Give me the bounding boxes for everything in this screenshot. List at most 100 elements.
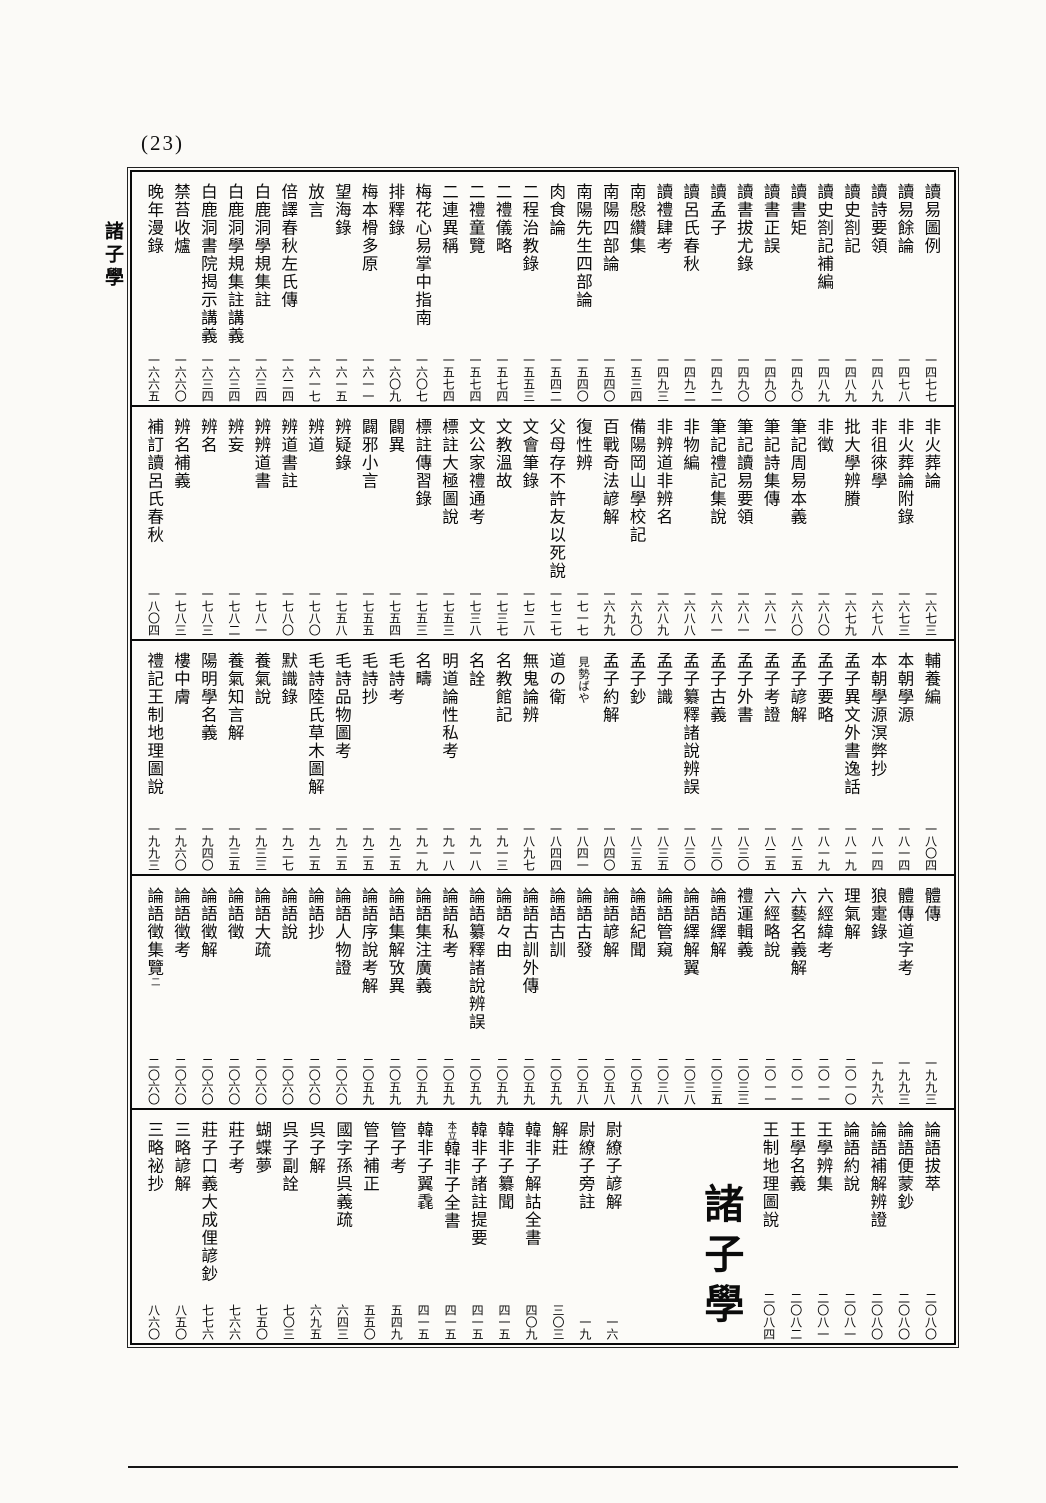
entry-title: 肉食論 xyxy=(546,183,566,237)
entry-title: 文教溫故 xyxy=(493,417,513,490)
entry-number: 一四九〇 xyxy=(762,353,777,402)
entry-number: 一九二五 xyxy=(307,822,322,871)
entry-column: 讀史劄記補編 一四八九 xyxy=(810,179,837,403)
entry-column: 養氣知言解 一九三五 xyxy=(220,648,247,872)
entry-number: 一七八三 xyxy=(200,588,215,637)
entry-title: 補訂讀呂氏春秋 xyxy=(144,417,164,544)
entry-title: 論語古訓 xyxy=(546,886,566,959)
entry-title: 體傳 xyxy=(921,886,941,923)
entry-column: 本朝學源溟弊抄 一八一四 xyxy=(864,648,891,872)
entry-title: 讀禮肆考 xyxy=(653,183,673,255)
entry-title: 本朝學源溟弊抄 xyxy=(868,652,888,779)
entry-number: 二〇三三 xyxy=(736,1057,751,1106)
entry-title: 文會筆錄 xyxy=(519,417,539,490)
entry-number: 一八〇四 xyxy=(146,588,161,637)
entry-title: 辨辨道書 xyxy=(251,417,271,490)
entry-number: 一八一九 xyxy=(816,822,831,871)
entry-number: 二〇六〇 xyxy=(146,1057,161,1106)
entry-number: 一七五五 xyxy=(360,588,375,637)
entry-column: 無鬼論辨 一八九七 xyxy=(515,648,542,872)
entry-column: 論語便蒙鈔 二〇八〇 xyxy=(890,1117,917,1341)
entry-column: 王制地理圖說 二〇八四 xyxy=(755,1117,782,1341)
entry-title: 論語徵集覽二 xyxy=(144,886,164,987)
entry-number: 二〇八〇 xyxy=(869,1291,884,1340)
entry-number: 一七五三 xyxy=(414,588,429,637)
entry-number: 二〇五九 xyxy=(360,1057,375,1106)
entry-number: 一六六〇 xyxy=(173,353,188,402)
entry-column: 名疇 一九一九 xyxy=(408,648,435,872)
entry-title: 論語人物證 xyxy=(332,886,352,977)
entry-number: 一六八八 xyxy=(682,588,697,637)
entry-number: 一七一七 xyxy=(575,588,590,637)
entry-column: 非辨道非辨名 一六八九 xyxy=(649,414,676,638)
entry-number: 一七二八 xyxy=(521,588,536,637)
entry-number: 一七二七 xyxy=(548,588,563,637)
entry-title: 論語集解攷異 xyxy=(385,886,405,995)
entry-title: 見勢ばや xyxy=(576,656,589,705)
entry-column: 辨道書註 一七八〇 xyxy=(274,414,301,638)
entry-number: 七六六 xyxy=(227,1303,242,1340)
entry-number: 一五七四 xyxy=(494,353,509,402)
entry-column: 禁苔收爐 一六六〇 xyxy=(167,179,194,403)
entry-title: 辨名補義 xyxy=(171,417,191,490)
entry-title: 闢異 xyxy=(385,417,405,454)
entry-title: 陽明學名義 xyxy=(198,652,218,743)
entry-title-small-suffix: 二 xyxy=(148,976,159,987)
entry-column: 論語抄 二〇六〇 xyxy=(301,883,328,1107)
entry-number: 二〇八〇 xyxy=(896,1291,911,1340)
entry-column: 筆記禮記集說 一六八一 xyxy=(703,414,730,638)
entry-column: 筆記詩集傳 一六八一 xyxy=(756,414,783,638)
entry-number: 一四七八 xyxy=(896,353,911,402)
entry-number: 二〇一一 xyxy=(789,1057,804,1106)
entry-number: 一六〇九 xyxy=(387,353,402,402)
entry-number: 三〇三 xyxy=(550,1303,565,1340)
entry-number: 一九 xyxy=(577,1315,592,1340)
index-band-3: 輔養編 一八〇四 本朝學源 一八一四 本朝學源溟弊抄 一八一四 孟子異文外書逸話 一八一九 孟子… xyxy=(132,641,954,876)
entry-title: 名教館記 xyxy=(493,652,513,725)
entry-column: 辨疑錄 一七五八 xyxy=(328,414,355,638)
entry-number: 一六〇七 xyxy=(414,353,429,402)
entry-number: 五五〇 xyxy=(362,1303,377,1340)
entry-number: 二〇六〇 xyxy=(253,1057,268,1106)
entry-number: 一七八二 xyxy=(226,588,241,637)
entry-number: 二〇八二 xyxy=(788,1291,803,1340)
entry-title: 本朝學源 xyxy=(895,652,915,725)
entry-number: 二〇八〇 xyxy=(923,1291,938,1340)
entry-column: 辨辨道書 一七八一 xyxy=(247,414,274,638)
entry-number: 一八〇四 xyxy=(923,822,938,871)
entry-column: 論語私考 二〇五九 xyxy=(435,883,462,1107)
entry-number: 一六三四 xyxy=(253,353,268,402)
entry-title: 辨道書註 xyxy=(278,417,298,490)
entry-column: 補訂讀呂氏春秋一八〇四 xyxy=(140,414,167,638)
entry-number: 一五三四 xyxy=(628,353,643,402)
entry-column: 論語紀聞 二〇五八 xyxy=(622,883,649,1107)
entry-column: 讀易圖例 一四七七 xyxy=(917,179,944,403)
entry-column: 養氣說 一九三三 xyxy=(247,648,274,872)
entry-number: 一六七三 xyxy=(923,588,938,637)
entry-title: 辨道 xyxy=(305,417,325,454)
entry-column: 非火葬論 一六七三 xyxy=(917,414,944,638)
entry-column: 倍譯春秋左氏傳 一六二四 xyxy=(274,179,301,403)
entry-column: 禮運輯義 二〇三三 xyxy=(730,883,757,1107)
entry-title: 無鬼論辨 xyxy=(519,652,539,725)
entry-number: 二〇一一 xyxy=(762,1057,777,1106)
entry-column: 輔養編 一八〇四 xyxy=(917,648,944,872)
entry-number: 二〇一一 xyxy=(816,1057,831,1106)
entry-number: 一九二五 xyxy=(334,822,349,871)
entry-number: 二〇六〇 xyxy=(226,1057,241,1106)
entry-number: 七五〇 xyxy=(254,1303,269,1340)
entry-title: 二連異稱 xyxy=(439,183,459,255)
entry-column: 見勢ばや 一八四一 xyxy=(569,648,596,872)
entry-column: 二禮儀略 一五七四 xyxy=(488,179,515,403)
entry-title: 韓非子解詁全書 xyxy=(522,1121,542,1248)
entry-title: 二禮童覽 xyxy=(466,183,486,255)
entry-number: 一七三七 xyxy=(494,588,509,637)
section-header: 諸子學 xyxy=(698,1183,744,1334)
entry-title: 禁苔收爐 xyxy=(171,183,191,255)
entry-column: 體傳 一九九三 xyxy=(917,883,944,1107)
entry-number: 一八三五 xyxy=(628,822,643,871)
entry-number: 一四八九 xyxy=(870,353,884,402)
index-band-4: 體傳 一九九三 體傳道字考 一九九三 狼疐錄 一九九六 理氣解 二〇一〇 六經緯考 二〇一一 六藝名… xyxy=(132,876,954,1111)
entry-title: 狼疐錄 xyxy=(868,886,888,941)
entry-title: 辨名 xyxy=(198,417,218,454)
